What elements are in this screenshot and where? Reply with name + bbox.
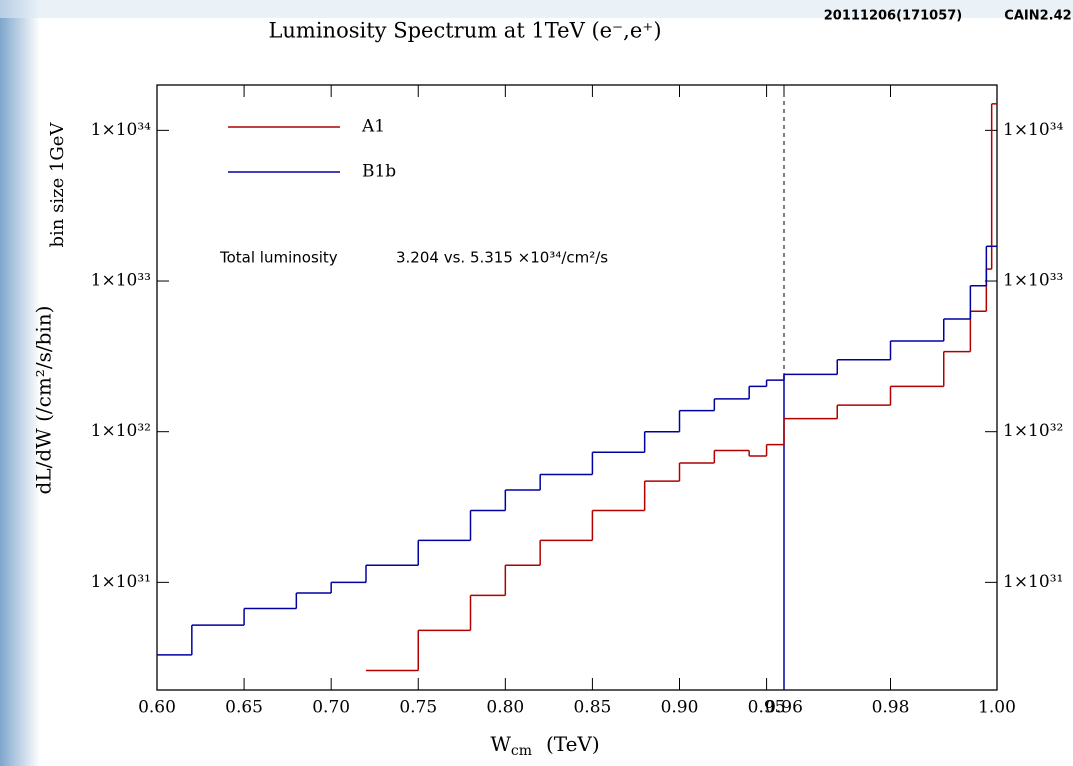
x-tick-label: 0.96 — [765, 698, 803, 718]
x-label-main: W — [490, 732, 511, 756]
x-tick-label: 0.80 — [486, 698, 524, 718]
legend-label: B1b — [362, 162, 396, 182]
y-axis-note: bin size 1GeV — [47, 122, 68, 248]
legend-label: A1 — [361, 117, 385, 137]
version: CAIN2.42 — [1004, 9, 1071, 24]
y-tick-label: 1×10³⁴ — [91, 120, 152, 140]
x-tick-label: 0.60 — [138, 698, 176, 718]
annotation-text: 3.204 vs. 5.315 ×10³⁴/cm²/s — [396, 249, 608, 267]
x-tick-label: 0.95 — [748, 698, 786, 718]
background-strip — [0, 0, 40, 766]
chart-title: Luminosity Spectrum at 1TeV (e⁻,e⁺) — [268, 19, 661, 43]
y-axis-label: dL/dW (/cm²/s/bin) — [32, 306, 56, 495]
x-axis-label: Wcm (TeV) — [490, 732, 599, 760]
plot-frame — [156, 84, 998, 691]
x-tick-label: 0.90 — [661, 698, 699, 718]
x-label-sub: cm — [511, 743, 532, 759]
x-tick-label: 0.65 — [225, 698, 263, 718]
x-tick-label: 0.70 — [312, 698, 350, 718]
x-tick-label: 1.00 — [978, 698, 1016, 718]
y-tick-label: 1×10³² — [1003, 421, 1063, 441]
x-tick-label: 0.75 — [399, 698, 437, 718]
y-tick-label: 1×10³⁴ — [1003, 120, 1064, 140]
y-tick-label: 1×10³² — [91, 421, 151, 441]
x-tick-label: 0.85 — [573, 698, 611, 718]
y-tick-label: 1×10³³ — [91, 271, 151, 291]
background-strip — [0, 0, 1073, 18]
x-tick-label: 0.98 — [872, 698, 910, 718]
y-tick-label: 1×10³¹ — [91, 572, 151, 592]
y-tick-label: 1×10³³ — [1003, 271, 1063, 291]
y-tick-label: 1×10³¹ — [1003, 572, 1063, 592]
annotation-label: Total luminosity — [219, 249, 338, 267]
x-label-unit: (TeV) — [546, 732, 600, 756]
run-id: 20111206(171057) — [824, 9, 963, 24]
